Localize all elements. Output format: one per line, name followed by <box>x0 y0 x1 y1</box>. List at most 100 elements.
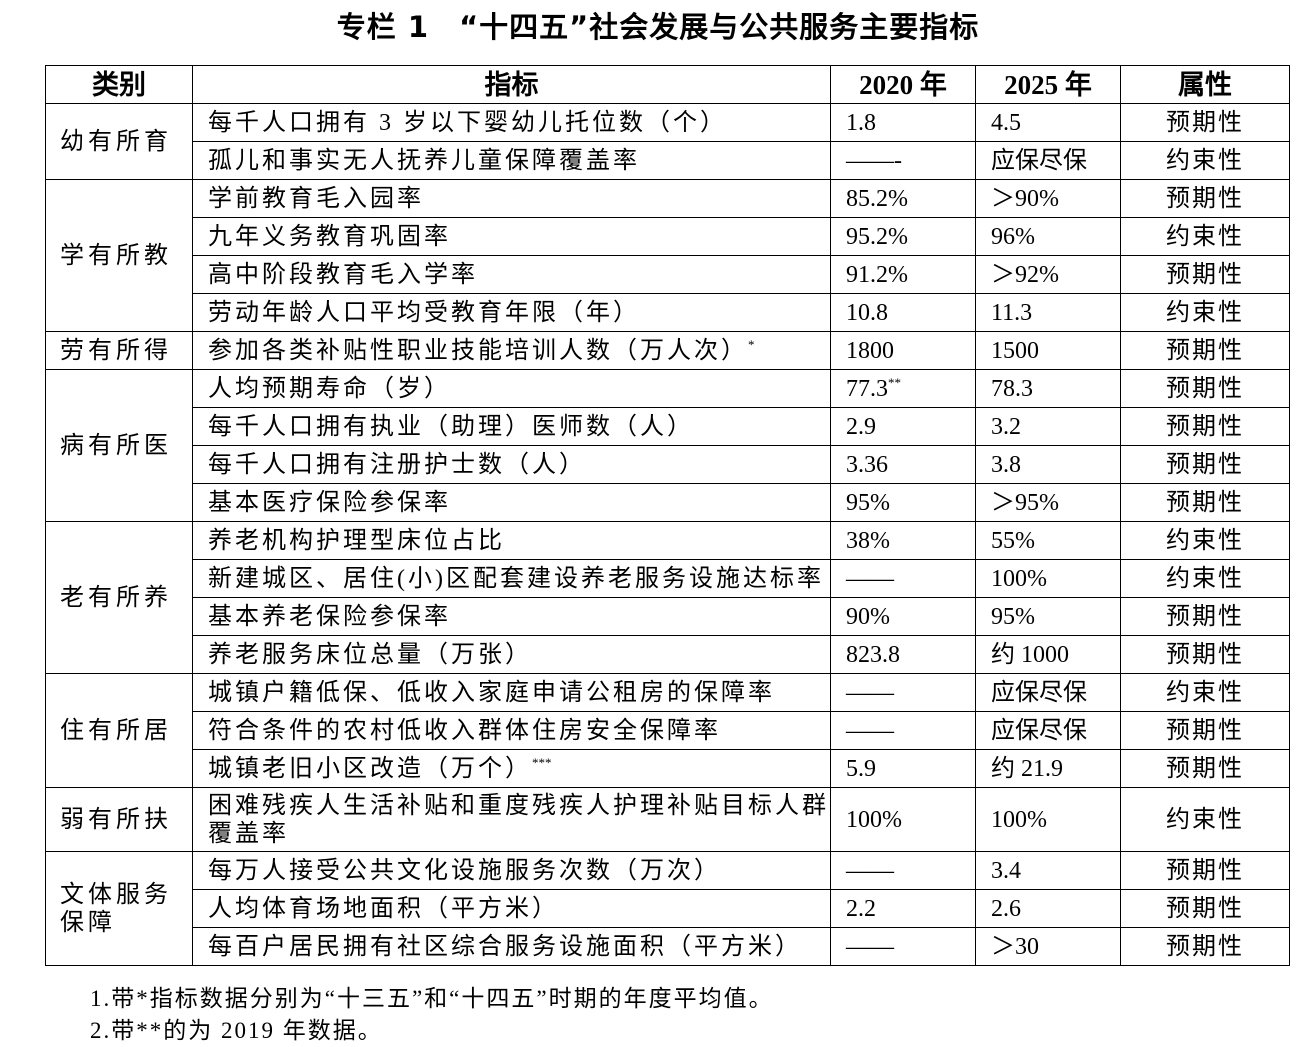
indicator-cell-text: 每千人口拥有 3 岁以下婴幼儿托位数（个） <box>208 109 727 136</box>
table-row: 孤儿和事实无人抚养儿童保障覆盖率 ——- 应保尽保 约束性 <box>46 141 1290 180</box>
value-2020-cell: 1800 <box>830 331 976 370</box>
value-2025-cell-text: 3.4 <box>991 857 1021 884</box>
attribute-cell: 约束性 <box>1120 787 1290 852</box>
category-cell: 住有所居 <box>45 673 193 788</box>
value-2025-cell-text: ＞90% <box>991 185 1059 212</box>
category-cell-text: 学有所教 <box>60 242 172 269</box>
value-2025-cell-text: 1500 <box>991 337 1039 364</box>
value-2020-cell-text: 91.2% <box>846 261 908 288</box>
value-2025-cell: ＞95% <box>975 483 1121 522</box>
footnote: 2.带**的为 2019 年数据。 <box>90 1018 383 1043</box>
attribute-cell-text: 预期性 <box>1166 489 1244 516</box>
value-2020-cell: 38% <box>830 521 976 560</box>
attribute-cell: 预期性 <box>1120 749 1290 788</box>
attribute-cell-text: 约束性 <box>1166 147 1244 174</box>
value-2025-cell: 96% <box>975 217 1121 256</box>
value-2020-cell: —— <box>830 851 976 890</box>
attribute-cell: 预期性 <box>1120 483 1290 522</box>
attribute-cell: 预期性 <box>1120 103 1290 142</box>
attribute-cell: 预期性 <box>1120 597 1290 636</box>
indicator-cell: 基本医疗保险参保率 <box>192 483 831 522</box>
category-cell: 幼有所育 <box>45 103 193 180</box>
value-2020-cell: 100% <box>830 787 976 852</box>
value-2025-cell-text: 3.8 <box>991 451 1021 478</box>
indicator-cell: 养老服务床位总量（万张） <box>192 635 831 674</box>
attribute-cell-text: 预期性 <box>1166 717 1244 744</box>
indicator-cell: 高中阶段教育毛入学率 <box>192 255 831 294</box>
value-2025-cell-text: ＞92% <box>991 261 1059 288</box>
value-2020-cell-text: 10.8 <box>846 299 888 326</box>
value-2025-cell: 应保尽保 <box>975 141 1121 180</box>
attribute-cell: 预期性 <box>1120 369 1290 408</box>
category-cell-text: 文体服务保障 <box>60 881 172 936</box>
value-2020-cell-text: 90% <box>846 603 890 630</box>
value-2020-cell-text: 1800 <box>846 337 894 364</box>
category-cell-text: 弱有所扶 <box>60 806 172 833</box>
indicator-cell: 城镇户籍低保、低收入家庭申请公租房的保障率 <box>192 673 831 712</box>
table-body: 幼有所育 每千人口拥有 3 岁以下婴幼儿托位数（个） 1.8 4.5 预期性 孤儿和事实无… <box>45 103 1290 966</box>
value-2025-cell-text: ＞95% <box>991 489 1059 516</box>
category-cell-text: 幼有所育 <box>60 128 172 155</box>
indicator-cell: 养老机构护理型床位占比 <box>192 521 831 560</box>
indicator-cell-text: 基本养老保险参保率 <box>208 603 451 630</box>
value-2020-cell-text: 5.9 <box>846 755 876 782</box>
footnotes: 1.带*指标数据分别为“十三五”和“十四五”时期的年度平均值。 2.带**的为 … <box>90 983 774 1047</box>
attribute-cell-text: 约束性 <box>1166 565 1244 592</box>
value-2025-cell-text: 100% <box>991 806 1047 833</box>
indicator-cell-text: 养老机构护理型床位占比 <box>208 527 505 554</box>
value-2025-cell-text: 11.3 <box>991 299 1033 326</box>
attribute-cell-text: 预期性 <box>1166 261 1244 288</box>
value-2025-cell: 1500 <box>975 331 1121 370</box>
value-2025-cell: 应保尽保 <box>975 711 1121 750</box>
value-2025-cell-text: 应保尽保 <box>991 679 1087 706</box>
category-cell-text: 病有所医 <box>60 432 172 459</box>
value-2025-cell-text: 应保尽保 <box>991 717 1087 744</box>
value-2020-cell: 85.2% <box>830 179 976 218</box>
value-2020-cell: 5.9 <box>830 749 976 788</box>
table-row: 人均体育场地面积（平方米） 2.2 2.6 预期性 <box>46 889 1290 928</box>
value-2020-cell: —— <box>830 559 976 598</box>
category-cell-text: 老有所养 <box>60 584 172 611</box>
value-2020-cell: —— <box>830 927 976 966</box>
value-2025-cell-text: 100% <box>991 565 1047 592</box>
table-row: 基本医疗保险参保率 95% ＞95% 预期性 <box>46 483 1290 522</box>
attribute-cell-text: 预期性 <box>1166 641 1244 668</box>
category-cell-text: 住有所居 <box>60 717 172 744</box>
indicator-cell-text: 每万人接受公共文化设施服务次数（万次） <box>208 857 721 884</box>
attribute-cell: 约束性 <box>1120 293 1290 332</box>
indicator-cell-text: 九年义务教育巩固率 <box>208 223 451 250</box>
attribute-cell-text: 预期性 <box>1166 185 1244 212</box>
value-2020-cell-text: 85.2% <box>846 185 908 212</box>
indicator-cell: 每千人口拥有注册护士数（人） <box>192 445 831 484</box>
category-cell-text: 劳有所得 <box>60 337 172 364</box>
value-2025-cell: 2.6 <box>975 889 1121 928</box>
value-2025-cell: ＞30 <box>975 927 1121 966</box>
attribute-cell-text: 约束性 <box>1166 806 1244 833</box>
value-2020-cell-text: 38% <box>846 527 890 554</box>
indicator-cell: 城镇老旧小区改造（万个）*** <box>192 749 831 788</box>
value-2025-cell: 11.3 <box>975 293 1121 332</box>
value-2020-cell: 90% <box>830 597 976 636</box>
indicator-cell: 孤儿和事实无人抚养儿童保障覆盖率 <box>192 141 831 180</box>
indicator-cell: 每万人接受公共文化设施服务次数（万次） <box>192 851 831 890</box>
table-row: 劳动年龄人口平均受教育年限（年） 10.8 11.3 约束性 <box>46 293 1290 332</box>
value-2020-cell-text: 77.3 <box>846 375 888 402</box>
indicator-cell: 人均体育场地面积（平方米） <box>192 889 831 928</box>
value-2020-cell-text: —— <box>846 679 894 706</box>
footnote-marker: ** <box>888 374 901 390</box>
value-2020-cell-text: —— <box>846 717 894 744</box>
category-cell: 学有所教 <box>45 179 193 332</box>
value-2020-cell-text: 95% <box>846 489 890 516</box>
indicator-cell-text: 基本医疗保险参保率 <box>208 489 451 516</box>
page-title: 专栏 1 “十四五”社会发展与公共服务主要指标 <box>336 10 980 44</box>
category-cell: 老有所养 <box>45 521 193 674</box>
value-2020-cell: 95% <box>830 483 976 522</box>
table-row: 养老服务床位总量（万张） 823.8 约 1000 预期性 <box>46 635 1290 674</box>
value-2020-cell-text: —— <box>846 857 894 884</box>
value-2020-cell-text: —— <box>846 933 894 960</box>
value-2025-cell: 应保尽保 <box>975 673 1121 712</box>
indicator-cell: 符合条件的农村低收入群体住房安全保障率 <box>192 711 831 750</box>
value-2020-cell: 95.2% <box>830 217 976 256</box>
value-2025-cell-text: 3.2 <box>991 413 1021 440</box>
value-2025-cell: 78.3 <box>975 369 1121 408</box>
